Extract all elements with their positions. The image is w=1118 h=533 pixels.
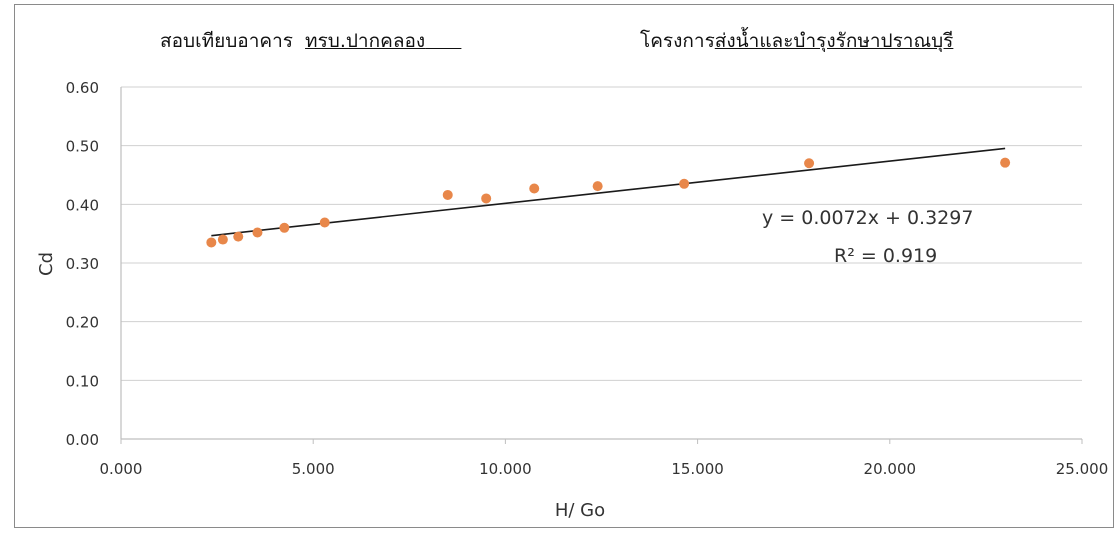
title-left-underlined: ทรบ.ปากคลอง bbox=[305, 30, 426, 52]
chart-title-right: โครงการส่งน้ำและบำรุงรักษาปราณบุรี bbox=[640, 26, 953, 56]
trendline-equation: y = 0.0072x + 0.3297 bbox=[762, 207, 973, 229]
chart-frame bbox=[14, 4, 1114, 528]
data-point bbox=[233, 231, 244, 242]
y-tick-label: 0.20 bbox=[66, 314, 99, 332]
title-left-prefix: สอบเทียบอาคาร bbox=[160, 30, 293, 52]
grid-lines bbox=[121, 86, 1082, 381]
trendline bbox=[211, 147, 1006, 237]
data-point bbox=[206, 237, 217, 248]
x-tick-label: 0.000 bbox=[100, 460, 143, 478]
x-axis-label: H/ Go bbox=[555, 500, 605, 521]
y-tick-label: 0.40 bbox=[66, 196, 99, 214]
x-tick-labels: 0.000 5.000 10.000 15.000 20.000 25.000 bbox=[100, 460, 1109, 478]
title-right-prefix: โครงการ bbox=[640, 30, 715, 52]
data-point bbox=[481, 193, 492, 204]
y-tick-label: 0.30 bbox=[66, 255, 99, 273]
data-point bbox=[592, 181, 603, 192]
data-point bbox=[529, 183, 540, 194]
y-tick-labels: 0.00 0.10 0.20 0.30 0.40 0.50 0.60 bbox=[66, 79, 99, 449]
data-point bbox=[217, 234, 228, 245]
y-tick-label: 0.50 bbox=[66, 138, 99, 156]
data-point bbox=[442, 189, 453, 200]
axes bbox=[120, 87, 1083, 444]
y-tick-label: 0.00 bbox=[66, 431, 99, 449]
y-axis-label: Cd bbox=[36, 252, 57, 276]
data-point bbox=[679, 178, 690, 189]
x-tick-label: 15.000 bbox=[671, 460, 724, 478]
x-tick-label: 25.000 bbox=[1056, 460, 1109, 478]
trendline-r2: R² = 0.919 bbox=[834, 245, 937, 267]
data-point bbox=[279, 222, 290, 233]
x-tick-label: 10.000 bbox=[479, 460, 532, 478]
chart-title-left: สอบเทียบอาคาร ทรบ.ปากคลอง bbox=[160, 26, 461, 56]
title-right-underlined: ส่งน้ำและบำรุงรักษาปราณบุรี bbox=[714, 30, 954, 52]
data-points bbox=[206, 157, 1011, 248]
data-point bbox=[319, 217, 330, 228]
data-point bbox=[1000, 157, 1011, 168]
data-point bbox=[252, 227, 263, 238]
data-point bbox=[804, 158, 815, 169]
y-tick-label: 0.60 bbox=[66, 79, 99, 97]
y-tick-label: 0.10 bbox=[66, 372, 99, 390]
x-tick-label: 20.000 bbox=[864, 460, 917, 478]
x-tick-label: 5.000 bbox=[292, 460, 335, 478]
